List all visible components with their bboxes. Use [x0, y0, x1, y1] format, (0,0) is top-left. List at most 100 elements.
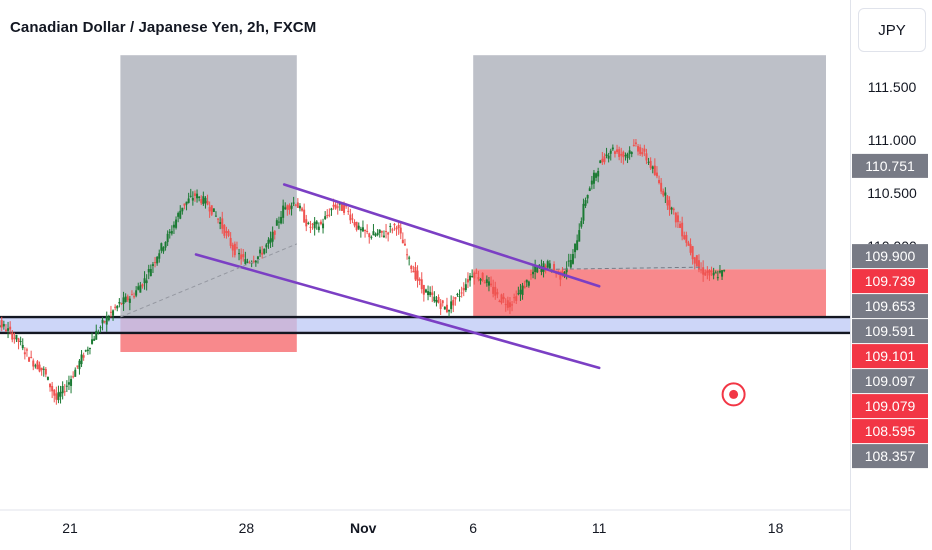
candle [445, 297, 448, 314]
candle [450, 295, 453, 314]
candle [605, 147, 608, 159]
candle [315, 220, 318, 230]
candle-body [292, 202, 295, 204]
candle [498, 299, 501, 303]
drawings [120, 183, 701, 370]
candle-body [456, 293, 459, 296]
price-label-text: 108.595 [865, 423, 916, 439]
price-label: 109.591 [852, 319, 928, 344]
candle [668, 196, 671, 216]
candle-body [374, 234, 377, 236]
candle-body [324, 216, 327, 220]
candle [622, 150, 625, 165]
candle-body [4, 329, 7, 332]
candle-body [395, 227, 398, 230]
price-label: 109.739 [852, 269, 928, 294]
alert-marker[interactable] [721, 382, 746, 407]
candle [406, 248, 409, 260]
wedge-lower-line [194, 253, 601, 370]
candle [616, 144, 619, 154]
candle [80, 350, 83, 368]
candle-body [40, 367, 43, 371]
candle [681, 216, 684, 241]
candle [145, 274, 148, 291]
candle-body [49, 383, 52, 388]
candle-body [177, 213, 180, 217]
candle [116, 305, 119, 312]
candle-body [326, 215, 329, 217]
candle [456, 292, 459, 297]
candle-body [601, 158, 604, 163]
candle-body [385, 231, 388, 233]
candle [704, 269, 707, 276]
candle [93, 335, 96, 341]
candle [712, 267, 715, 280]
candle [506, 296, 509, 311]
candle [408, 255, 411, 266]
candle-body [38, 364, 41, 372]
candle-body [181, 207, 184, 212]
candle [494, 281, 497, 300]
candle-body [269, 238, 272, 243]
candle [311, 223, 314, 230]
candle [393, 222, 396, 231]
candle [196, 189, 199, 203]
price-label-text: 109.079 [865, 398, 916, 414]
candle [479, 277, 482, 285]
candle-body [214, 215, 217, 217]
candle-body [57, 392, 60, 401]
candle-body [548, 263, 551, 269]
candle-body [32, 360, 35, 367]
projection-2-guide [548, 266, 701, 270]
candle-body [86, 349, 89, 352]
candle-body [443, 306, 446, 310]
candle-body [712, 272, 715, 276]
candle [653, 158, 656, 177]
candle-body [649, 160, 652, 168]
price-label-text: 108.357 [865, 448, 916, 464]
candle-body [584, 200, 587, 206]
candle-body [313, 221, 316, 229]
candle [296, 198, 299, 208]
x-axis: 21 28 Nov 6 11 18 [0, 509, 850, 536]
candle-body [198, 196, 201, 199]
price-label-bg [852, 394, 928, 419]
candle-body [416, 270, 419, 281]
candle [72, 371, 75, 379]
projection-2-grey [473, 55, 700, 270]
candle [158, 249, 161, 263]
candle [439, 298, 442, 316]
candle-body [116, 305, 119, 309]
candle-body [487, 281, 490, 286]
candles [0, 139, 726, 405]
candle-body [498, 300, 501, 302]
candle-body [191, 197, 194, 201]
candle-body [59, 391, 62, 397]
candle [217, 217, 220, 224]
candle [156, 256, 159, 266]
candle-body [311, 223, 314, 225]
candle [437, 294, 440, 304]
price-label: 108.595 [852, 419, 928, 444]
candle [336, 202, 339, 215]
candle-body [334, 204, 337, 209]
candle-body [630, 152, 633, 155]
candle-body [19, 341, 22, 343]
candle-body [175, 219, 178, 228]
candle [242, 249, 245, 262]
candle-body [544, 265, 547, 270]
candle-body [55, 393, 58, 400]
candle [59, 385, 62, 404]
candle [599, 159, 602, 164]
candle [458, 289, 461, 302]
candle-body [490, 283, 493, 286]
candle-body [95, 330, 98, 340]
candle [571, 249, 574, 265]
currency-button[interactable]: JPY [858, 8, 926, 52]
candle [529, 269, 532, 280]
candle [221, 211, 224, 234]
candle [21, 338, 24, 351]
candle [586, 194, 589, 204]
candle [448, 309, 451, 317]
candle-body [275, 220, 278, 226]
